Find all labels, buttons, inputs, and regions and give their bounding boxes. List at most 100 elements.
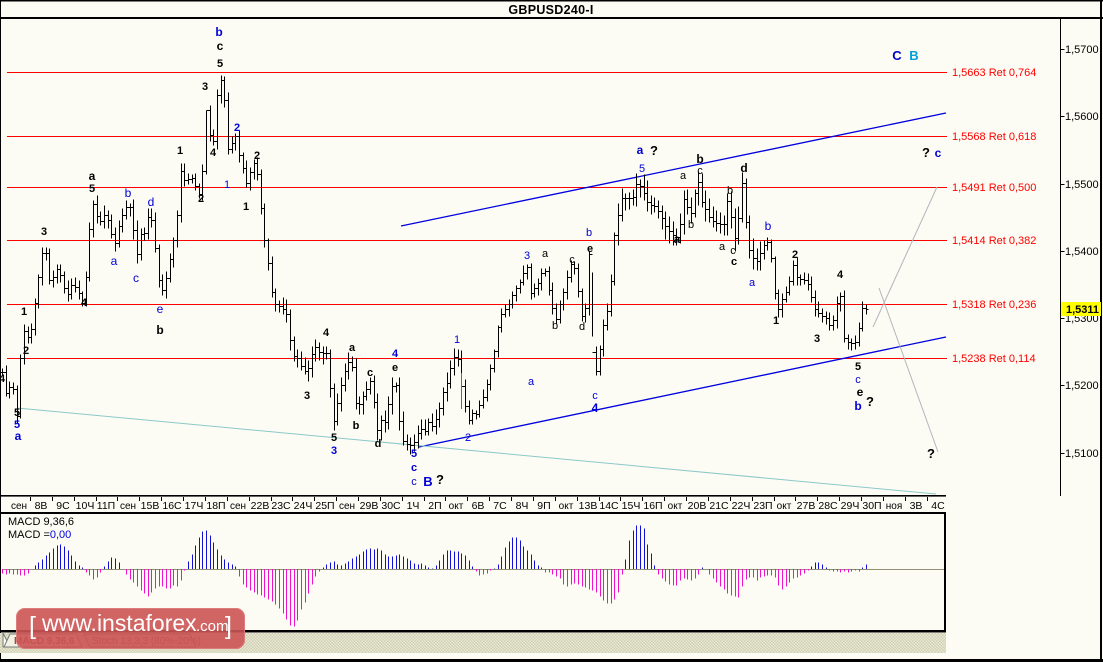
svg-text:1,5318 Ret 0,236: 1,5318 Ret 0,236	[952, 299, 1036, 311]
svg-text:c: c	[411, 462, 417, 474]
svg-text:b: b	[586, 227, 592, 239]
svg-text:3: 3	[814, 333, 820, 345]
svg-text:ноя: ноя	[886, 501, 903, 512]
svg-text:4: 4	[0, 373, 6, 385]
svg-text:1,5400: 1,5400	[1065, 246, 1099, 258]
svg-text:22В: 22В	[251, 500, 270, 512]
svg-text:MACD =0,00: MACD =0,00	[8, 529, 71, 541]
svg-text:окт: окт	[559, 501, 574, 512]
svg-text:b: b	[854, 399, 861, 413]
svg-text:b: b	[727, 185, 733, 197]
svg-text:a: a	[89, 169, 96, 183]
svg-text:C: C	[892, 48, 902, 63]
svg-text:сен: сен	[120, 501, 136, 512]
svg-text:сен: сен	[11, 501, 27, 512]
svg-text:17Ч: 17Ч	[185, 500, 204, 512]
svg-text:2П: 2П	[428, 500, 441, 512]
svg-text:1,5500: 1,5500	[1065, 179, 1099, 191]
svg-text:18П: 18П	[206, 500, 225, 512]
svg-text:3: 3	[304, 390, 310, 402]
svg-text:e: e	[157, 302, 164, 316]
svg-text:сен: сен	[339, 501, 355, 512]
svg-text:2: 2	[234, 122, 240, 134]
svg-text:5: 5	[855, 361, 861, 373]
svg-text:b: b	[696, 152, 703, 166]
svg-text:4: 4	[837, 269, 844, 281]
svg-text:a: a	[111, 254, 118, 268]
svg-text:a: a	[680, 170, 687, 182]
svg-text:e: e	[857, 385, 864, 399]
svg-text:1: 1	[454, 334, 460, 346]
svg-text:b: b	[353, 420, 360, 432]
svg-text:c: c	[367, 367, 373, 379]
svg-text:a: a	[719, 241, 726, 253]
svg-text:27В: 27В	[797, 500, 816, 512]
svg-text:B: B	[423, 474, 432, 489]
svg-text:4: 4	[210, 147, 217, 159]
svg-text:d: d	[148, 195, 155, 209]
svg-text:5: 5	[217, 58, 223, 70]
svg-text:c: c	[133, 271, 139, 285]
svg-text:b: b	[156, 323, 163, 337]
svg-text:GBPUSD240-I: GBPUSD240-I	[508, 3, 593, 17]
svg-text:2: 2	[254, 150, 260, 162]
svg-text:4С: 4С	[931, 500, 945, 512]
svg-text:a: a	[15, 429, 22, 443]
svg-text:6В: 6В	[472, 500, 485, 512]
svg-text:c: c	[217, 39, 224, 53]
svg-text:a: a	[674, 232, 681, 246]
svg-text:1,5414 Ret 0,382: 1,5414 Ret 0,382	[952, 235, 1036, 247]
svg-text:1,5568 Ret 0,618: 1,5568 Ret 0,618	[952, 131, 1036, 143]
svg-text:c: c	[731, 256, 737, 268]
svg-text:c: c	[855, 374, 861, 386]
svg-text:16П: 16П	[643, 500, 662, 512]
svg-text:1,5700: 1,5700	[1065, 44, 1099, 56]
svg-text:4: 4	[392, 348, 399, 360]
svg-text:1: 1	[21, 306, 27, 318]
svg-text:1,5600: 1,5600	[1065, 111, 1099, 123]
svg-text:2: 2	[23, 345, 29, 357]
svg-text:B: B	[909, 48, 918, 63]
svg-text:a: a	[542, 248, 549, 260]
svg-text:1: 1	[773, 315, 779, 327]
svg-text:2: 2	[198, 193, 204, 205]
svg-text:3: 3	[331, 445, 337, 457]
svg-text:28С: 28С	[818, 500, 838, 512]
svg-text:30П: 30П	[862, 500, 881, 512]
svg-text:4: 4	[323, 327, 330, 339]
svg-text:29Ч: 29Ч	[841, 500, 860, 512]
svg-text:1: 1	[177, 145, 183, 157]
svg-text:4: 4	[592, 401, 599, 415]
svg-text:16С: 16С	[162, 500, 182, 512]
svg-text:c: c	[411, 476, 417, 488]
svg-text:2: 2	[465, 432, 471, 444]
svg-text:5: 5	[14, 407, 20, 419]
svg-text:MACD 9,36,6: MACD 9,36,6	[8, 516, 74, 528]
svg-text:9П: 9П	[537, 500, 550, 512]
svg-text:1,5200: 1,5200	[1065, 380, 1099, 392]
svg-text:3: 3	[41, 226, 47, 238]
svg-text:20В: 20В	[688, 500, 707, 512]
svg-text:21С: 21С	[709, 500, 729, 512]
svg-text:окт: окт	[668, 501, 683, 512]
svg-text:1,5100: 1,5100	[1065, 448, 1099, 460]
svg-text:?: ?	[927, 446, 935, 461]
svg-text:4: 4	[81, 297, 88, 309]
svg-text:1: 1	[243, 201, 249, 213]
svg-text:1,5238 Ret 0,114: 1,5238 Ret 0,114	[952, 353, 1036, 365]
svg-text:5: 5	[639, 163, 645, 175]
svg-text:11П: 11П	[97, 500, 115, 512]
svg-text:1Ч: 1Ч	[407, 500, 420, 512]
svg-text:14С: 14С	[599, 500, 619, 512]
svg-text:b: b	[552, 320, 558, 332]
svg-text:1,5311: 1,5311	[1066, 304, 1099, 316]
svg-text:a: a	[349, 342, 356, 354]
svg-text:?: ?	[650, 143, 658, 158]
svg-text:a: a	[637, 143, 644, 157]
svg-text:b: b	[215, 25, 222, 39]
svg-text:c: c	[935, 146, 942, 160]
svg-text:7С: 7С	[493, 500, 507, 512]
svg-text:?: ?	[922, 145, 930, 160]
svg-text:1: 1	[224, 179, 230, 191]
svg-text:13В: 13В	[579, 500, 598, 512]
